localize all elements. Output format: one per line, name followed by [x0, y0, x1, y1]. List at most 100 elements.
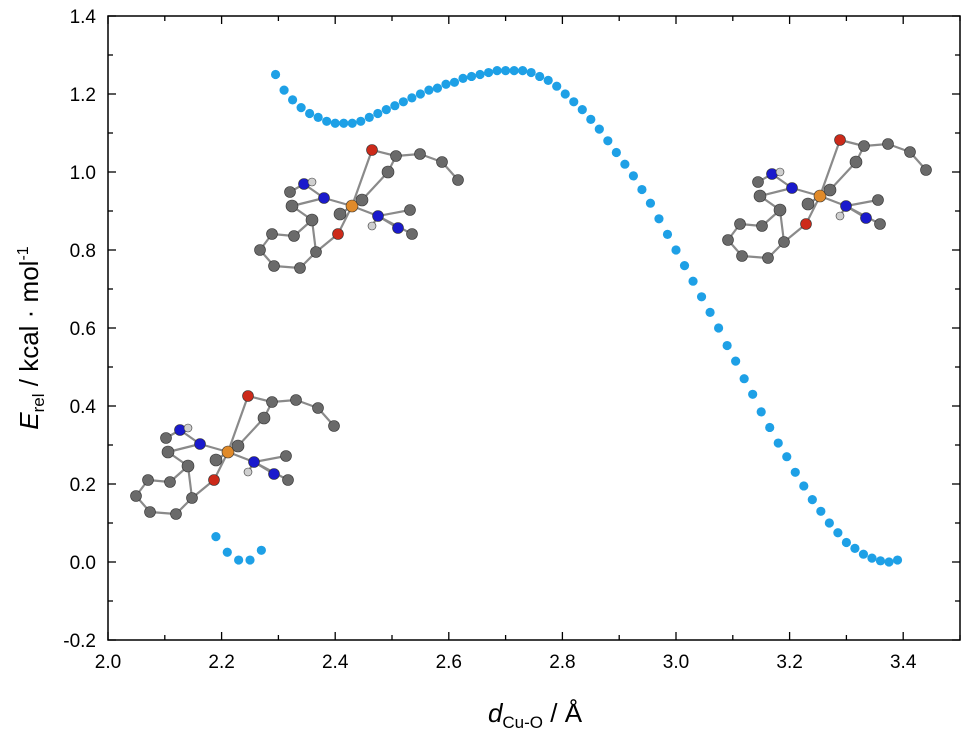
data-point [560, 89, 570, 99]
bond [237, 417, 265, 447]
atom [164, 476, 176, 488]
data-point [245, 555, 255, 565]
atom [160, 432, 172, 444]
atom [872, 194, 884, 206]
plot-axes [107, 15, 961, 641]
data-point [552, 81, 562, 91]
atom [268, 260, 280, 272]
data-point [816, 506, 826, 516]
atom [414, 148, 426, 160]
data-point [526, 67, 536, 78]
atom [231, 439, 245, 453]
data-point [679, 261, 690, 271]
y-tick-label: 1.2 [70, 85, 96, 106]
data-point [688, 276, 698, 286]
data-point [415, 89, 425, 99]
atom [920, 164, 932, 176]
atom [372, 210, 384, 222]
atom [248, 456, 260, 468]
atom [288, 230, 300, 242]
data-point [773, 438, 783, 448]
atom [268, 468, 280, 480]
molecule-structure-left [130, 390, 340, 520]
y-axis-ticks: -0.2 0.0 0.2 0.4 0.6 0.8 1.0 1.2 1.4 [63, 7, 960, 652]
data-point [501, 66, 511, 76]
atom [766, 168, 778, 180]
atom [753, 189, 767, 203]
atom [307, 177, 317, 187]
x-tick-label: 2.0 [95, 652, 121, 673]
atom [242, 390, 254, 402]
atom [801, 197, 815, 211]
data-point [807, 495, 817, 505]
data-point [305, 108, 315, 119]
data-point [347, 118, 357, 128]
atom [266, 396, 278, 408]
data-point [637, 184, 647, 195]
data-point [449, 77, 460, 87]
atom [310, 246, 322, 258]
atom [823, 183, 837, 197]
data-point [594, 124, 604, 134]
data-point [441, 79, 451, 89]
atom [849, 155, 863, 169]
y-axis-superscript: -1 [15, 246, 32, 260]
data-point [722, 340, 732, 351]
data-point [569, 97, 579, 107]
bond [350, 149, 374, 207]
atom [186, 492, 198, 504]
atom [813, 189, 827, 203]
data-point [731, 356, 741, 366]
data-point [535, 71, 545, 82]
x-tick-label: 3.2 [776, 652, 802, 673]
data-point [782, 452, 792, 462]
data-point [790, 467, 800, 477]
atom [800, 218, 812, 230]
data-point [364, 112, 374, 122]
data-point [256, 545, 266, 555]
plot-frame [107, 15, 961, 641]
atom [367, 221, 377, 231]
data-point [833, 528, 843, 538]
atom [752, 176, 764, 188]
atom [243, 467, 253, 477]
data-point [543, 75, 553, 85]
data-point [509, 66, 519, 76]
data-point [858, 549, 869, 559]
data-point [824, 518, 834, 528]
data-point [270, 69, 281, 80]
x-tick-label: 2.6 [436, 652, 462, 673]
data-point [586, 114, 596, 124]
atom [332, 228, 344, 240]
data-point [696, 292, 707, 302]
data-point [620, 159, 630, 169]
data-point [841, 537, 852, 548]
data-point [211, 532, 221, 542]
x-axis-title: dCu-O / Å [488, 698, 583, 732]
data-point [867, 553, 877, 563]
atom [345, 199, 359, 213]
atom [452, 174, 464, 186]
y-axis-unit: / kcal · mol [14, 261, 44, 394]
data-point [330, 118, 340, 128]
data-point [222, 547, 232, 557]
data-point [611, 147, 621, 158]
data-point [398, 97, 408, 107]
data-point [339, 118, 349, 128]
x-tick-label: 3.0 [663, 652, 689, 673]
y-tick-label: 0.8 [70, 241, 96, 262]
molecule-structure-top [254, 144, 464, 274]
atom [756, 220, 768, 232]
y-tick-label: -0.2 [63, 631, 96, 652]
atom [392, 222, 404, 234]
atom [266, 228, 278, 240]
atom [734, 218, 746, 230]
atom [144, 506, 156, 518]
atom [208, 474, 220, 486]
data-point [654, 214, 664, 224]
atom [404, 204, 416, 216]
atom [390, 150, 402, 162]
atom [257, 411, 271, 425]
atom [860, 212, 872, 224]
